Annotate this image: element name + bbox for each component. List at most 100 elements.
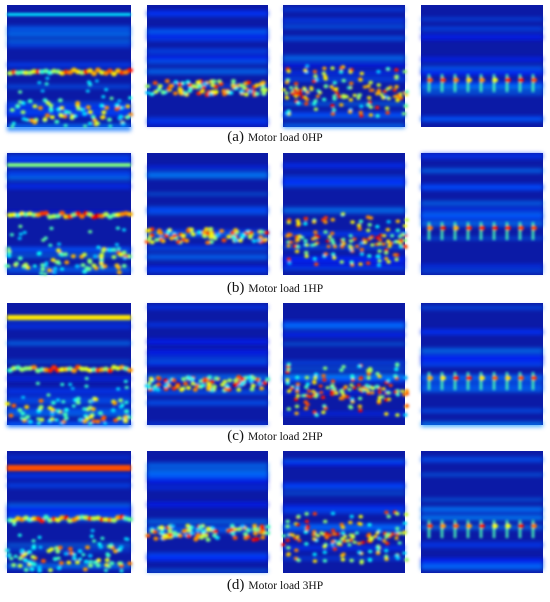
spot	[222, 379, 228, 384]
spot	[531, 225, 537, 231]
spot	[531, 375, 537, 381]
spot	[78, 557, 83, 561]
spot	[304, 385, 309, 389]
spot	[152, 529, 158, 534]
spot	[104, 558, 110, 563]
spot	[223, 387, 229, 392]
spot	[83, 559, 89, 564]
spot	[29, 118, 35, 123]
spot	[148, 376, 154, 381]
spot	[260, 535, 266, 540]
spot	[239, 381, 245, 386]
spot	[259, 386, 265, 391]
spot	[202, 234, 208, 239]
spectrogram-texture	[147, 10, 268, 126]
spot	[190, 232, 196, 237]
spot	[392, 88, 397, 92]
spot	[286, 362, 292, 367]
caption-label: (c)	[227, 428, 244, 444]
streak	[479, 372, 483, 391]
spectrogram-spots	[144, 227, 269, 245]
spot	[366, 84, 371, 88]
spot	[322, 544, 327, 549]
spot	[330, 112, 336, 116]
texture-band	[283, 526, 405, 533]
spectrogram	[144, 303, 271, 426]
texture-band	[7, 503, 131, 506]
spectrogram-spots	[427, 74, 537, 93]
spot	[228, 527, 234, 532]
spot	[74, 264, 80, 269]
spot	[166, 86, 172, 91]
spot	[380, 395, 385, 399]
spot	[287, 389, 292, 393]
spot	[323, 220, 328, 224]
spot	[312, 537, 317, 541]
texture-band	[147, 10, 268, 17]
spot	[320, 395, 326, 400]
spot	[285, 524, 290, 529]
texture-band	[147, 68, 268, 75]
spot	[43, 272, 48, 276]
texture-band	[7, 360, 131, 363]
spot	[394, 536, 399, 540]
spot	[302, 68, 308, 73]
spot	[358, 110, 363, 115]
spot	[75, 396, 81, 401]
spectrogram-spots	[281, 510, 409, 565]
spot	[120, 403, 125, 407]
spot	[123, 419, 129, 424]
spot	[121, 263, 127, 268]
spot	[440, 523, 446, 529]
spot	[109, 561, 115, 566]
spectrogram-spots	[285, 362, 410, 417]
spot	[348, 520, 353, 525]
texture-band	[421, 168, 543, 173]
texture-band	[147, 254, 268, 260]
spot	[296, 514, 301, 519]
spot	[245, 528, 251, 533]
spot	[92, 560, 98, 565]
spot	[37, 81, 42, 85]
spot	[79, 214, 85, 219]
spectrogram-spots	[4, 163, 133, 276]
spot	[11, 121, 16, 125]
spot	[349, 260, 354, 264]
spot	[169, 236, 175, 241]
spot	[263, 230, 269, 235]
spot	[294, 411, 299, 416]
spot	[359, 252, 365, 256]
spot	[303, 406, 309, 411]
texture-band	[283, 162, 405, 169]
spot	[259, 526, 265, 531]
texture-band	[421, 457, 543, 463]
spot	[101, 415, 107, 420]
spot	[348, 98, 354, 102]
spot	[357, 541, 362, 546]
spot	[349, 558, 354, 563]
spot	[358, 408, 363, 413]
spot	[387, 244, 392, 248]
spot	[163, 386, 169, 391]
spot	[370, 243, 375, 247]
spot	[186, 375, 192, 380]
spot	[210, 89, 216, 94]
spot	[230, 531, 236, 536]
spot	[156, 87, 162, 92]
texture-band	[283, 482, 405, 489]
streak	[531, 372, 535, 391]
spot	[89, 534, 94, 538]
spot	[367, 549, 373, 554]
spot	[366, 372, 372, 376]
texture-band	[421, 70, 543, 75]
spot	[87, 110, 93, 115]
texture-band	[147, 305, 268, 310]
spot	[190, 381, 196, 386]
texture-band	[421, 354, 543, 361]
texture-band	[283, 232, 405, 237]
spot	[113, 549, 119, 554]
spot	[386, 391, 391, 395]
spot	[258, 530, 264, 535]
spot	[505, 375, 511, 381]
streak	[440, 222, 444, 241]
